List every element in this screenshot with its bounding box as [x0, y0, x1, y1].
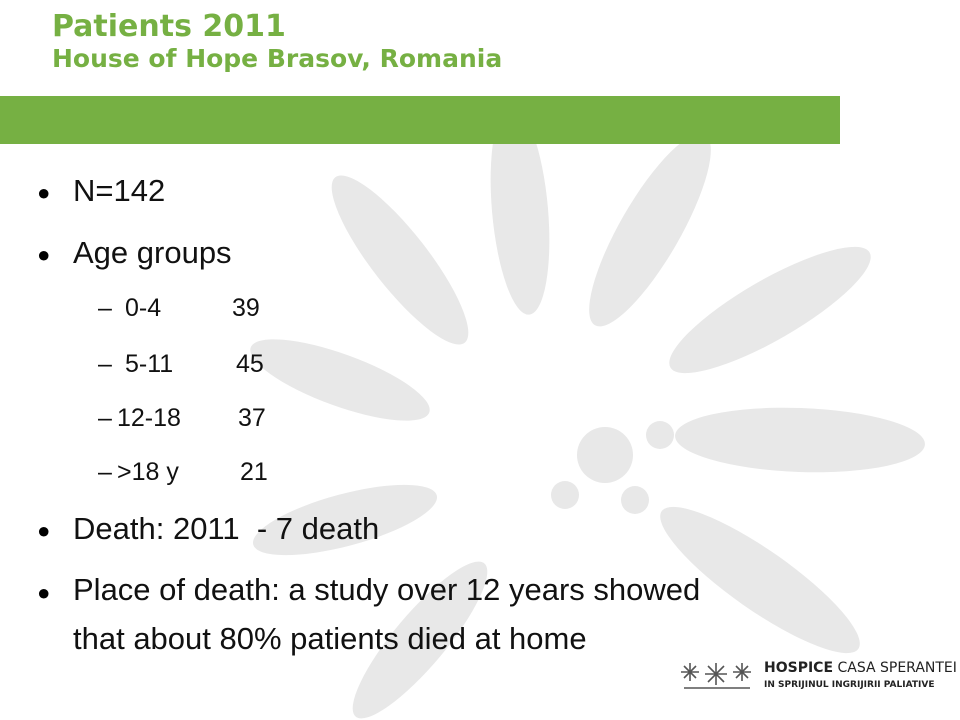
age-group-label: 5-11 — [125, 350, 174, 378]
three-flowers-icon — [681, 663, 751, 689]
age-group-label: 0-4 — [125, 294, 162, 322]
age-group-count: 37 — [238, 404, 266, 432]
logo-name-rest: CASA SPERANTEI — [833, 660, 957, 676]
bullet-icon: • — [34, 513, 54, 552]
bullet-icon: • — [34, 175, 54, 214]
age-group-count: 21 — [240, 458, 268, 486]
bullet-icon: • — [34, 237, 54, 276]
page-title: Patients 2011 — [52, 9, 286, 44]
age-group-label: >18 y — [117, 458, 179, 486]
logo-name-bold: HOSPICE — [764, 660, 834, 676]
dash-icon: – — [98, 404, 112, 432]
age-group-label: 12-18 — [117, 404, 181, 432]
hospice-logo: HOSPICE CASA SPERANTEI IN SPRIJINUL INGR… — [678, 656, 957, 696]
logo-tagline: IN SPRIJINUL INGRIJIRII PALIATIVE — [764, 680, 935, 690]
bullet-icon: • — [34, 575, 54, 614]
bullet-n: N=142 — [73, 173, 166, 208]
age-group-count: 45 — [236, 350, 264, 378]
logo-name: HOSPICE CASA SPERANTEI — [764, 660, 957, 676]
age-group-count: 39 — [232, 294, 260, 322]
page-subtitle: House of Hope Brasov, Romania — [52, 43, 503, 73]
bullet-place-line2: that about 80% patients died at home — [73, 621, 587, 656]
bullet-death: Death: 2011 - 7 death — [73, 511, 380, 546]
dash-icon: – — [98, 458, 112, 486]
dash-icon: – — [98, 294, 112, 322]
title-block: Patients 2011 House of Hope Brasov, Roma… — [52, 9, 503, 73]
bullet-age-groups: Age groups — [73, 235, 232, 270]
accent-bar — [0, 96, 840, 144]
bullet-place-line1: Place of death: a study over 12 years sh… — [73, 572, 701, 607]
dash-icon: – — [98, 350, 112, 378]
